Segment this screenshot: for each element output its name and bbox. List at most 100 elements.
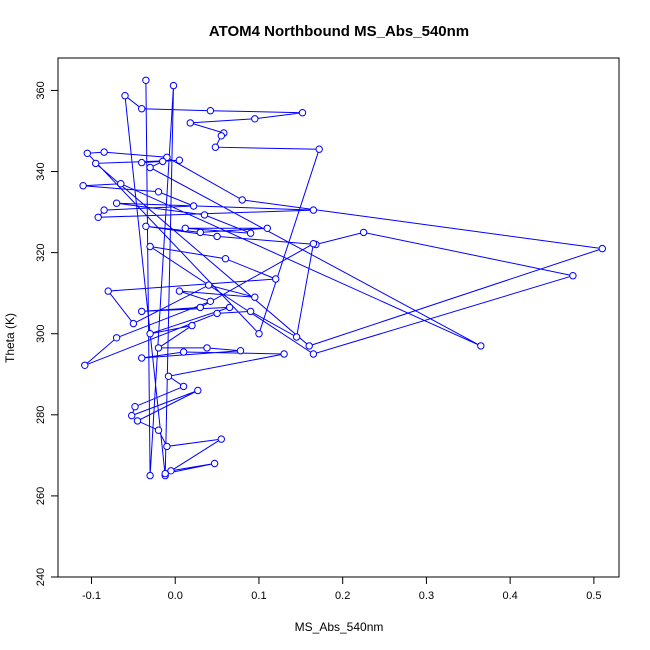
data-layer (79, 76, 606, 480)
data-point (112, 334, 121, 342)
data-point (104, 287, 112, 295)
data-point (128, 411, 136, 420)
data-point (154, 344, 163, 352)
data-point (179, 382, 188, 391)
data-point (221, 255, 230, 263)
y-tick-label: 240 (35, 568, 47, 586)
data-point (79, 182, 87, 190)
data-point (175, 287, 184, 295)
data-point (305, 342, 313, 350)
data-point (117, 180, 125, 188)
data-point (236, 347, 245, 355)
data-point (138, 105, 146, 113)
data-point (131, 403, 139, 411)
data-point (206, 107, 215, 115)
data-point (203, 344, 211, 352)
data-point (200, 211, 209, 219)
data-point (292, 333, 301, 341)
data-point (92, 159, 100, 168)
y-tick-label: 320 (35, 243, 47, 261)
data-point (263, 224, 271, 233)
data-point (477, 342, 485, 350)
data-point (138, 354, 146, 362)
data-point (238, 196, 246, 204)
data-point (142, 76, 150, 85)
data-point (280, 350, 288, 358)
y-tick-label: 280 (35, 406, 47, 424)
data-point (213, 309, 221, 318)
data-point (138, 307, 146, 316)
data-point (211, 143, 220, 151)
data-point (251, 293, 259, 301)
data-point (100, 148, 108, 156)
data-point (112, 199, 121, 207)
y-tick-label: 360 (35, 81, 47, 99)
data-point (272, 275, 280, 283)
data-point (205, 281, 213, 289)
chart-title: ATOM4 Northbound MS_Abs_540nm (209, 23, 469, 40)
x-tick-label: 0.1 (251, 590, 266, 602)
data-point (83, 149, 92, 158)
data-point (94, 213, 102, 222)
x-tick-label: 0.5 (586, 590, 601, 602)
data-point (81, 361, 89, 369)
data-point (246, 229, 255, 237)
x-tick-label: 0.3 (419, 590, 434, 602)
data-point (129, 319, 138, 328)
x-tick-label: 0.2 (335, 590, 350, 602)
x-tick-label: 0.4 (503, 590, 518, 602)
data-point (121, 92, 129, 100)
y-tick-label: 260 (35, 487, 47, 505)
axes: -0.1 0.0 0.1 0.2 0.3 0.4 0.5 240 260 280 300 320 340… (35, 81, 602, 602)
data-point (206, 297, 215, 305)
data-point (188, 321, 196, 330)
series-line (83, 80, 603, 476)
data-point (138, 158, 146, 167)
data-point (164, 372, 173, 380)
data-point (217, 435, 226, 443)
data-point (213, 232, 221, 241)
data-point (133, 417, 142, 425)
data-point (569, 272, 577, 280)
data-point (175, 156, 184, 164)
data-point (146, 471, 154, 480)
x-tick-label: 0.0 (168, 590, 183, 602)
data-point (163, 442, 171, 451)
x-tick-label: -0.1 (82, 590, 101, 602)
data-point (159, 157, 167, 166)
plot-frame (57, 57, 620, 578)
data-point (309, 240, 318, 248)
data-point (167, 467, 175, 475)
data-point (217, 132, 226, 140)
y-tick-label: 300 (35, 325, 47, 343)
data-point (315, 145, 323, 153)
data-point (255, 330, 263, 338)
data-point (154, 188, 163, 196)
x-axis-label: MS_Abs_540nm (295, 620, 384, 634)
data-point (196, 228, 205, 237)
data-point (146, 242, 154, 251)
data-point (146, 330, 154, 338)
data-point (298, 109, 307, 117)
data-point (210, 459, 219, 468)
data-point (100, 206, 108, 214)
data-point (359, 228, 368, 237)
data-point (194, 386, 202, 395)
data-point (181, 224, 190, 233)
data-point (154, 426, 163, 434)
data-point (179, 348, 188, 356)
data-point (196, 303, 205, 312)
data-point (251, 115, 259, 123)
data-point (225, 303, 234, 312)
data-point (142, 222, 150, 231)
data-point (246, 307, 255, 316)
data-point (309, 206, 318, 214)
data-point (598, 244, 606, 253)
data-point (186, 119, 195, 127)
data-point (189, 202, 198, 210)
y-tick-label: 340 (35, 162, 47, 180)
y-axis-label: Theta (K) (3, 313, 17, 363)
data-point (169, 81, 178, 90)
data-point (146, 163, 154, 172)
